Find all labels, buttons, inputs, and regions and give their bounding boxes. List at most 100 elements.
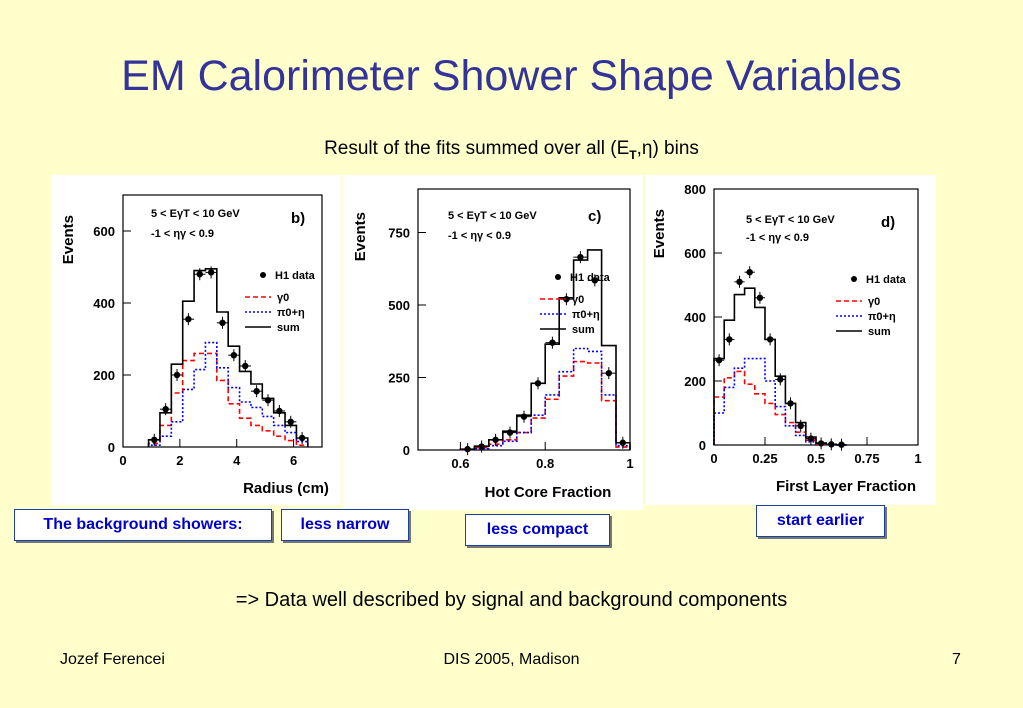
series-dotted-line <box>147 341 309 447</box>
data-point <box>151 436 158 443</box>
x-tick-label: 0.6 <box>451 456 469 471</box>
data-point <box>549 339 556 346</box>
footer-page-number: 7 <box>952 651 961 668</box>
data-point <box>807 435 815 442</box>
data-point <box>478 443 485 450</box>
data-point <box>253 388 260 395</box>
data-point <box>787 400 794 407</box>
data-point <box>185 316 192 323</box>
cut-label: 5 < EγT < 10 GeV <box>746 214 835 226</box>
y-axis-label: Events <box>60 215 77 264</box>
legend-label-dashed: γ0 <box>277 292 289 304</box>
data-point <box>817 440 825 447</box>
chart-first-layer: 0 200 400 600 800 0 0.25 0.5 0.75 1 First Layer Fr… <box>651 182 922 495</box>
data-point <box>173 371 181 379</box>
y-tick-label: 200 <box>93 368 115 383</box>
conclusion-text: => Data well described by signal and bac… <box>235 589 788 611</box>
x-axis-label: Radius (cm) <box>243 480 329 497</box>
slide-subtitle: Result of the fits summed over all (ET,η… <box>0 138 1023 162</box>
y-tick-label: 750 <box>388 226 410 241</box>
x-tick-label: 0.5 <box>807 451 825 466</box>
data-point <box>605 369 612 377</box>
data-point <box>766 336 774 343</box>
data-point <box>464 445 471 453</box>
cut-label: 5 < EγT < 10 GeV <box>448 210 537 222</box>
legend-label-solid: sum <box>868 326 891 338</box>
y-tick-label: 400 <box>93 296 115 311</box>
data-point <box>520 413 528 420</box>
data-point <box>591 277 599 284</box>
y-tick-label: 400 <box>684 310 706 325</box>
legend-marker-data <box>555 274 561 280</box>
data-point <box>736 278 743 285</box>
x-tick-label: 1 <box>626 456 633 471</box>
data-point <box>563 296 570 303</box>
data-point <box>276 407 283 415</box>
start-earlier-label: start earlier <box>756 505 885 537</box>
y-tick-label: 600 <box>684 246 706 261</box>
x-tick-label: 1 <box>914 451 921 466</box>
x-tick-label: 0 <box>710 451 717 466</box>
legend-label-dashed: γ0 <box>572 294 584 306</box>
y-tick-label: 250 <box>388 371 410 386</box>
footer-conference: DIS 2005, Madison <box>443 651 580 668</box>
plot-frame <box>417 188 631 451</box>
x-tick-label: 0.75 <box>854 451 879 466</box>
plot-frame <box>122 194 323 448</box>
subtitle-prefix: Result of the fits summed over all (E <box>324 138 630 159</box>
data-point <box>746 269 753 276</box>
y-tick-label: 0 <box>403 443 410 458</box>
data-point <box>230 352 238 359</box>
cut-label: -1 < ηγ < 0.9 <box>746 232 809 244</box>
legend-label-solid: sum <box>572 324 595 336</box>
slide-title: EM Calorimeter Shower Shape Variables <box>121 52 902 100</box>
background-showers-label: The background showers: <box>14 509 272 541</box>
panel-label: d) <box>881 214 895 231</box>
y-axis-label: Events <box>651 209 668 258</box>
data-point <box>162 406 169 413</box>
x-axis-label: First Layer Fraction <box>776 478 916 495</box>
x-tick-label: 4 <box>233 453 241 468</box>
series-dotted-line <box>713 357 847 446</box>
subtitle-sub: T <box>629 147 637 162</box>
data-point <box>828 441 835 448</box>
legend-label-solid: sum <box>277 322 300 334</box>
legend-label-data: H1 data <box>866 274 907 286</box>
x-tick-label: 0.25 <box>752 451 777 466</box>
cut-label: 5 < EγT < 10 GeV <box>151 208 240 220</box>
y-tick-label: 600 <box>93 224 115 239</box>
chart-panel-hot-core: 0 250 500 750 0.6 0.8 1 Hot Core Fraction Events… <box>343 175 643 510</box>
panel-label: b) <box>291 210 305 227</box>
data-point <box>196 271 203 278</box>
series-solid-line <box>147 268 309 447</box>
series-solid-line <box>459 249 631 450</box>
footer-author: Jozef Ferencei <box>60 651 165 668</box>
data-point <box>264 397 272 404</box>
data-point <box>715 357 723 364</box>
less-compact-label: less compact <box>465 514 610 546</box>
legend-marker-data <box>260 272 266 278</box>
y-tick-label: 500 <box>388 298 410 313</box>
x-tick-label: 0 <box>119 453 126 468</box>
data-point <box>797 422 804 429</box>
x-axis-label: Hot Core Fraction <box>485 484 612 501</box>
data-point <box>619 439 626 446</box>
data-point <box>298 434 306 442</box>
legend-label-dotted: π0+η <box>868 311 896 323</box>
y-axis-label: Events <box>352 212 369 261</box>
chart-hot-core: 0 250 500 750 0.6 0.8 1 Hot Core Fraction Events… <box>352 188 634 501</box>
data-point <box>777 376 784 383</box>
subtitle-suffix: ,η) bins <box>636 138 699 159</box>
legend-label-dotted: π0+η <box>572 309 600 321</box>
data-point <box>219 319 226 326</box>
data-point <box>506 429 514 436</box>
data-point <box>242 362 249 370</box>
series-solid-line <box>713 287 847 446</box>
data-point <box>838 441 845 448</box>
data-point <box>577 253 584 261</box>
y-tick-label: 0 <box>699 438 706 453</box>
less-narrow-label: less narrow <box>281 509 409 541</box>
chart-radius: 0 200 400 600 0 2 4 6 Radius (cm) Events 5 < EγT <… <box>60 194 329 497</box>
x-tick-label: 0.8 <box>536 456 554 471</box>
data-point <box>207 269 215 276</box>
